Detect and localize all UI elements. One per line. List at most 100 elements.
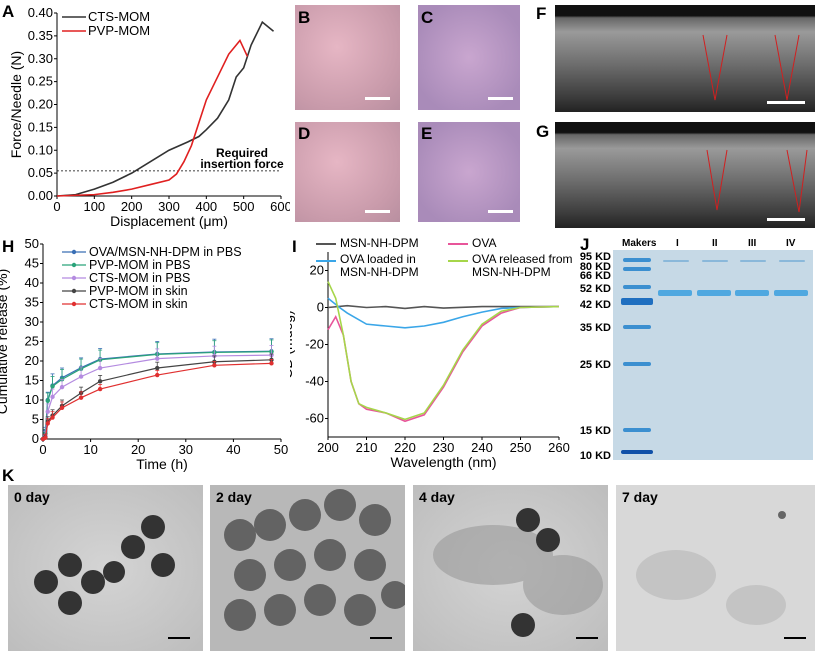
x-tick-label: 10 <box>83 442 97 457</box>
series-line <box>327 304 559 310</box>
band <box>658 290 692 296</box>
day-label: 4 day <box>419 489 455 505</box>
data-point <box>78 374 84 379</box>
legend-label: OVA loaded in <box>340 252 416 266</box>
legend-label: OVA <box>472 236 497 250</box>
x-axis-label: Displacement (μm) <box>110 213 228 229</box>
panel-label-j: J <box>580 235 590 254</box>
image-g-oct <box>555 122 815 228</box>
nanoparticles <box>224 489 405 631</box>
mw-label: 25 KD <box>579 359 611 371</box>
x-tick-label: 50 <box>274 442 288 457</box>
scale-bar <box>488 210 513 213</box>
data-point <box>155 365 160 371</box>
y-tick-label: 20 <box>310 263 324 278</box>
band <box>779 260 805 262</box>
mw-label: 10 KD <box>579 450 611 462</box>
x-tick-label: 100 <box>83 199 105 214</box>
panel-label-d: D <box>298 124 311 143</box>
data-point <box>45 421 50 426</box>
band <box>621 450 653 454</box>
y-tick-label: -40 <box>305 374 324 389</box>
panel-label-b: B <box>298 8 311 27</box>
legend-label: PVP-MOM in skin <box>89 284 188 298</box>
x-tick-label: 0 <box>39 442 46 457</box>
x-tick-label: 500 <box>233 199 255 214</box>
annotation: Required <box>216 146 268 160</box>
x-tick-label: 600 <box>270 199 290 214</box>
data-point <box>78 395 84 400</box>
annotation: insertion force <box>200 157 284 171</box>
data-point <box>45 398 50 403</box>
legend-label: OVA released from <box>472 252 573 266</box>
legend-marker <box>71 262 77 268</box>
scale-bar <box>488 97 513 100</box>
x-tick-label: 240 <box>471 440 493 455</box>
day-label: 2 day <box>216 489 252 505</box>
y-tick-label: 0.40 <box>28 5 53 20</box>
data-point <box>50 394 55 400</box>
legend-marker <box>71 288 77 294</box>
x-tick-label: 200 <box>317 440 339 455</box>
mw-label: 66 KD <box>579 270 611 282</box>
scale-bar <box>767 218 805 221</box>
legend-label: CTS-MOM <box>88 9 150 24</box>
legend-marker <box>71 249 77 255</box>
lane-label: III <box>748 238 757 249</box>
x-tick-label: 260 <box>548 440 570 455</box>
x-tick-label: 400 <box>195 199 217 214</box>
image-k-tem-day4: 4 day <box>413 485 608 651</box>
data-point <box>50 384 55 389</box>
panel-label-i: I <box>292 237 297 256</box>
data-point <box>97 365 103 371</box>
mw-label: 35 KD <box>579 322 611 334</box>
scale-bar <box>365 97 390 100</box>
y-axis-label: Cumulative release (%) <box>0 269 10 415</box>
panel-label-a: A <box>2 2 15 21</box>
y-tick-label: 0.00 <box>28 188 53 203</box>
data-point <box>59 405 65 410</box>
x-tick-label: 230 <box>433 440 455 455</box>
y-tick-label: 30 <box>25 314 39 329</box>
x-tick-label: 30 <box>179 442 193 457</box>
x-tick-label: 0 <box>53 199 60 214</box>
scale-bar <box>784 637 806 639</box>
band <box>702 260 728 262</box>
degraded-material <box>636 511 786 625</box>
x-tick-label: 200 <box>121 199 143 214</box>
x-axis-label: Wavelength (nm) <box>390 454 496 470</box>
legend-label: MSN-NH-DPM <box>340 236 419 250</box>
panel-label-e: E <box>421 124 433 143</box>
x-tick-label: 220 <box>394 440 416 455</box>
y-tick-label: -60 <box>305 411 324 426</box>
legend-label: CTS-MOM in skin <box>89 297 188 311</box>
y-tick-label: 0.30 <box>28 51 53 66</box>
legend-i: MSN-NH-DPM OVA loaded in MSN-NH-DPM OVA O… <box>290 230 580 290</box>
band <box>663 260 689 262</box>
data-point <box>59 384 65 390</box>
panel-label-h: H <box>2 237 15 256</box>
data-point <box>45 409 50 414</box>
data-point <box>97 386 103 392</box>
needle-outline <box>706 149 808 213</box>
panel-label-c: C <box>421 8 434 27</box>
legend-label: OVA/MSN-NH-DPM in PBS <box>89 245 242 259</box>
series-line-pvp-mom <box>56 38 249 197</box>
y-tick-label: 50 <box>25 236 39 251</box>
y-tick-label: 0.20 <box>28 97 53 112</box>
legend-label: MSN-NH-DPM <box>340 265 419 279</box>
mw-label: 15 KD <box>579 425 611 437</box>
y-tick-label: 0.15 <box>28 119 53 134</box>
y-tick-label: 35 <box>25 295 39 310</box>
band <box>623 325 651 329</box>
x-tick-label: 210 <box>356 440 378 455</box>
image-j-sds-page-gel <box>613 250 813 460</box>
panel-label-k: K <box>2 466 15 485</box>
mw-label: 52 KD <box>579 283 611 295</box>
y-tick-label: -20 <box>305 337 324 352</box>
y-axis-label: CD (mdeg) <box>290 310 295 378</box>
scale-bar <box>767 101 805 104</box>
series-line-cts-mom <box>56 20 275 197</box>
data-point <box>269 361 274 366</box>
y-tick-label: 5 <box>32 412 39 427</box>
